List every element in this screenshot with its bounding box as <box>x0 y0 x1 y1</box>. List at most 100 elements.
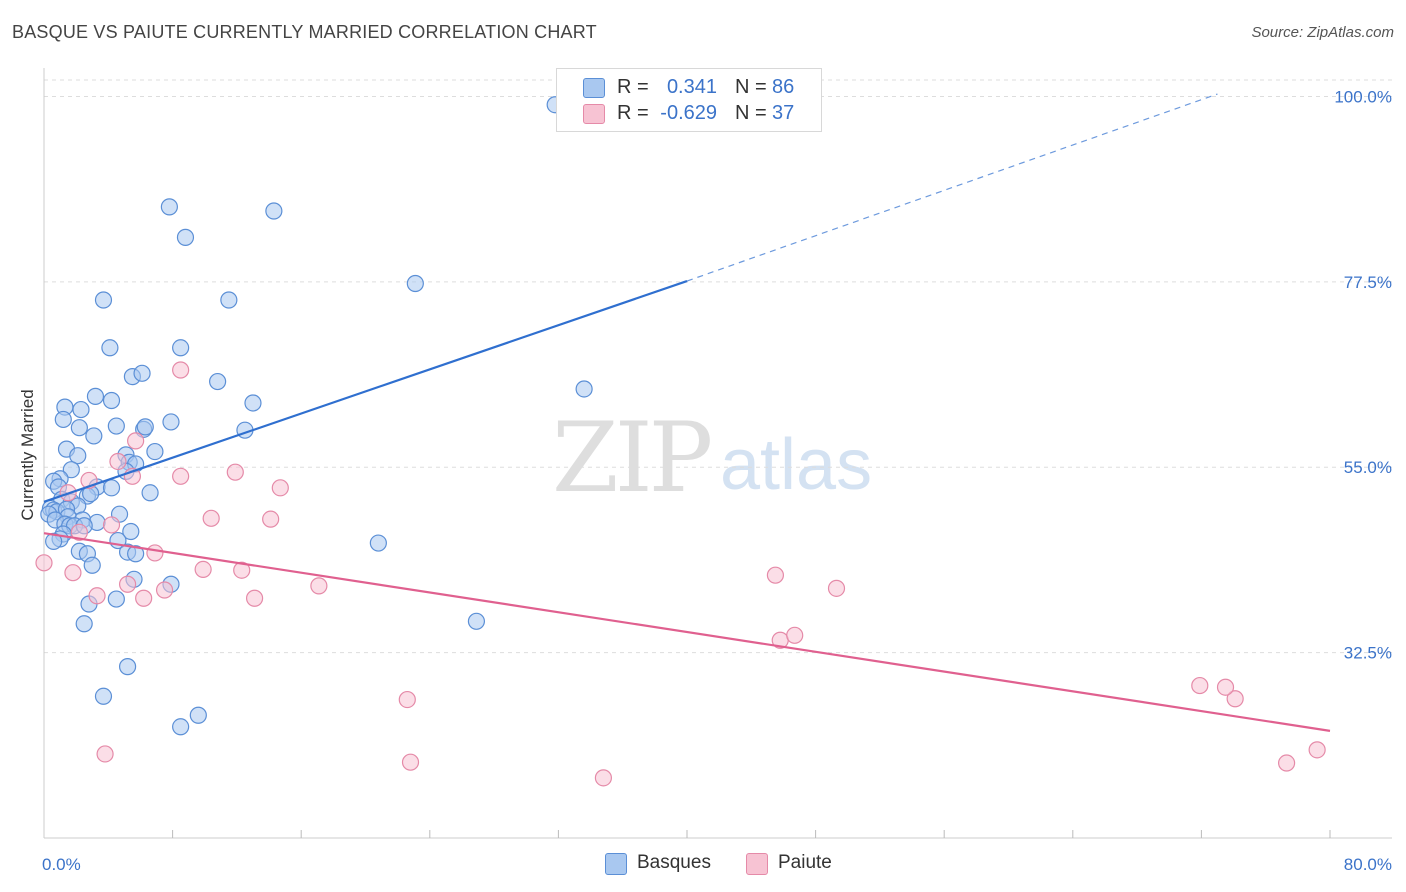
paiute-point <box>172 467 190 485</box>
paiute-point <box>135 589 153 607</box>
basque-point <box>94 291 113 309</box>
basque-point <box>86 387 105 405</box>
paiute-point <box>766 566 785 584</box>
correlation-legend: R = 0.341 N = 86 R = -0.629 N = 37 <box>556 68 822 132</box>
basques-swatch <box>605 853 627 875</box>
basque-point <box>133 364 151 382</box>
y-axis-title: Currently Married <box>18 389 37 520</box>
y-tick-label: 77.5% <box>1344 273 1392 292</box>
paiute-point <box>88 587 106 605</box>
watermark-zip: ZIP <box>552 402 713 514</box>
paiute-point <box>127 432 145 450</box>
paiute-point <box>594 769 613 787</box>
paiute-point <box>398 690 416 709</box>
basque-point <box>107 590 125 608</box>
paiute-point <box>64 564 82 582</box>
basque-point <box>467 612 486 630</box>
basque-point <box>127 545 145 563</box>
basque-point <box>45 532 63 550</box>
paiute-point <box>96 745 114 763</box>
y-tick-label: 32.5% <box>1344 644 1392 663</box>
basque-point <box>575 380 593 398</box>
r-value: 0.341 <box>666 76 717 98</box>
paiute-point <box>102 516 121 534</box>
basque-point <box>54 410 72 429</box>
basque-point <box>265 202 283 220</box>
basque-point <box>70 419 88 437</box>
paiute-point <box>1191 676 1209 695</box>
y-tick-label: 55.0% <box>1344 458 1392 477</box>
trend-lines <box>43 93 1331 732</box>
paiute-point <box>245 589 264 607</box>
basque-point <box>102 479 121 497</box>
paiute-point <box>172 361 190 379</box>
basque-point <box>369 534 387 552</box>
paiute-point <box>401 753 420 771</box>
basque-point <box>83 556 101 574</box>
basque-point <box>146 442 164 461</box>
basque-point <box>101 339 119 357</box>
source-label: Source: ZipAtlas.com <box>1251 24 1394 41</box>
basques-swatch <box>583 78 605 98</box>
basque-point <box>75 615 93 633</box>
basque-point <box>85 427 103 445</box>
r-label: R = <box>617 102 649 124</box>
legend-label: Basques <box>637 852 711 873</box>
basque-point <box>244 394 262 412</box>
paiute-point <box>226 463 244 481</box>
chart-title: BASQUE VS PAIUTE CURRENTLY MARRIED CORRE… <box>12 22 597 42</box>
basque-point <box>172 339 190 357</box>
paiute-point <box>786 626 804 644</box>
basque-point <box>141 484 159 502</box>
paiute-point <box>35 554 53 572</box>
basque-point <box>162 413 180 431</box>
axes <box>43 68 1392 839</box>
basque-point <box>160 198 178 216</box>
tick-labels: 100.0% 77.5% 55.0% 32.5% 0.0% 80.0% <box>42 87 1392 874</box>
n-label: N = <box>735 76 767 98</box>
basque-point <box>122 522 140 541</box>
basque-point <box>62 461 80 479</box>
paiute-point <box>202 509 220 527</box>
legend-label: Paiute <box>778 852 832 873</box>
paiute-point <box>194 560 212 579</box>
paiute-point <box>1216 678 1235 696</box>
basque-point <box>172 718 190 736</box>
basque-point <box>209 372 227 391</box>
basque-point <box>176 228 195 246</box>
paiute-point <box>146 544 164 562</box>
paiute-point <box>310 577 328 595</box>
watermark-atlas: atlas <box>720 425 873 505</box>
x-tick-label: 80.0% <box>1344 855 1392 874</box>
legend-row-paiute: R = -0.629 N = 37 <box>557 101 821 127</box>
paiute-point <box>155 581 174 599</box>
paiute-point <box>827 579 846 597</box>
basque-point <box>136 418 154 436</box>
basque-point <box>220 291 238 309</box>
series-legend: Basques Paiute <box>0 852 1406 878</box>
r-value: -0.629 <box>660 102 717 124</box>
x-tick-label: 0.0% <box>42 855 81 874</box>
paiute-point <box>262 510 280 528</box>
paiute-point <box>233 561 251 579</box>
basque-point <box>118 658 137 676</box>
basque-point <box>94 687 113 705</box>
paiute-point <box>1277 754 1296 772</box>
paiute-point <box>70 523 88 541</box>
basque-point <box>107 417 125 435</box>
paiute-point <box>109 452 127 471</box>
basque-point <box>102 391 121 410</box>
n-label: N = <box>735 102 767 124</box>
data-points <box>35 96 1326 787</box>
paiute-point <box>271 479 289 497</box>
y-tick-label: 100.0% <box>1334 87 1392 106</box>
basque-trend-extension <box>686 93 1218 282</box>
basque-point <box>69 447 87 465</box>
paiute-trend-line <box>43 532 1331 732</box>
n-value: 86 <box>772 76 795 98</box>
basque-trend-line <box>43 279 688 503</box>
n-value: 37 <box>772 102 795 124</box>
paiute-point <box>1226 690 1244 708</box>
basque-point <box>189 706 207 724</box>
